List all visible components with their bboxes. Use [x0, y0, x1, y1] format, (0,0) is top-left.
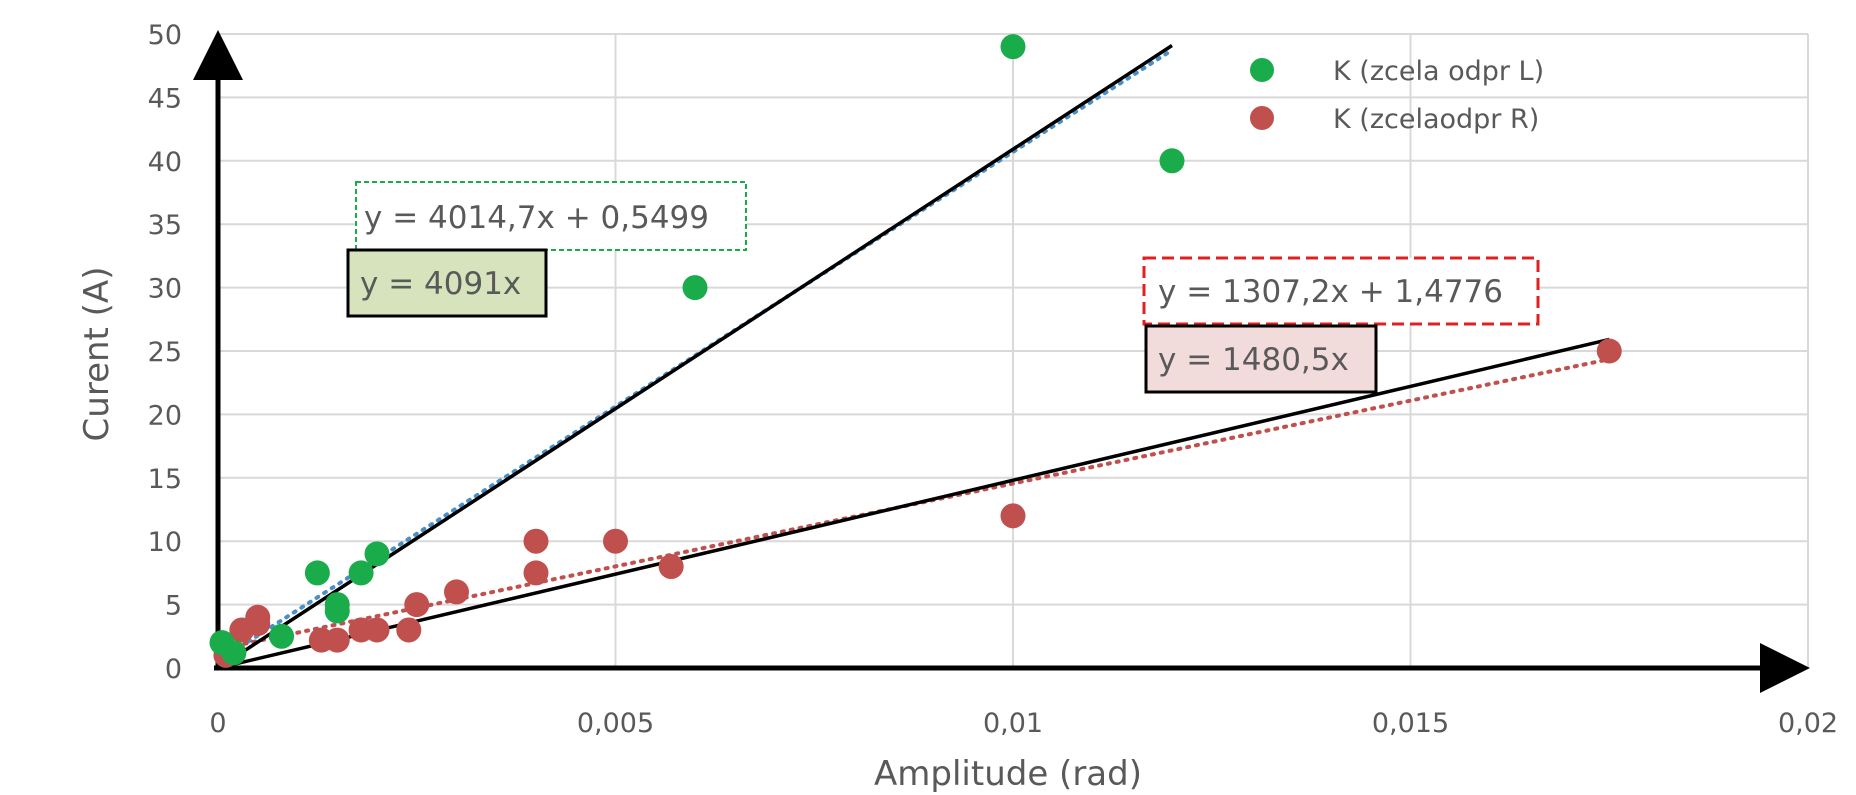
y-tick-label: 35 [148, 210, 182, 241]
x-axis-title: Amplitude (rad) [874, 754, 1142, 794]
y-tick-label: 20 [148, 400, 182, 431]
x-tick-label: 0,01 [983, 708, 1043, 739]
trendlines [216, 44, 1612, 670]
equation-r-zero-text: y = 1480,5x [1158, 342, 1349, 378]
data-point-r [245, 611, 271, 637]
data-point-r [523, 528, 549, 554]
equation-l-zero: y = 4091x [346, 248, 548, 318]
y-tick-label: 25 [148, 337, 182, 368]
legend-label-l: K (zcela odpr L) [1333, 56, 1544, 87]
data-point-r [1000, 503, 1026, 529]
data-point-r [324, 627, 350, 653]
data-point-r [523, 560, 549, 586]
data-point-r [444, 579, 469, 605]
x-tick-label: 0,02 [1778, 708, 1838, 739]
data-point-l [682, 275, 708, 301]
y-tick-label: 0 [165, 654, 182, 685]
equation-l-zero-text: y = 4091x [360, 266, 521, 302]
equation-r-zero: y = 1480,5x [1144, 324, 1378, 394]
data-point-l [364, 541, 390, 567]
legend-label-r: K (zcelaodpr R) [1333, 104, 1539, 135]
legend-marker-r [1250, 106, 1274, 130]
x-tick-label: 0 [209, 708, 226, 739]
data-point-l [348, 560, 374, 586]
equation-l-fit-text: y = 4014,7x + 0,5499 [364, 200, 709, 236]
trendline-solid-r [217, 337, 1610, 670]
data-point-l [304, 560, 330, 586]
y-tick-label: 10 [148, 527, 182, 558]
data-point-l [324, 592, 350, 618]
legend: K (zcela odpr L) K (zcelaodpr R) [1250, 56, 1544, 135]
data-point-r [396, 617, 422, 643]
data-point-r [658, 554, 684, 580]
y-axis-title: Curent (A) [77, 267, 117, 442]
y-tick-label: 40 [148, 147, 182, 178]
equation-l-fit: y = 4014,7x + 0,5499 [355, 181, 747, 251]
x-tick-label: 0,005 [577, 708, 654, 739]
y-tick-label: 30 [148, 274, 182, 305]
equation-r-fit-text: y = 1307,2x + 1,4776 [1158, 274, 1503, 310]
data-point-l [221, 640, 247, 666]
y-tick-label: 45 [148, 83, 182, 114]
data-point-l [1159, 148, 1185, 174]
y-tick-label: 5 [165, 591, 182, 622]
legend-marker-l [1250, 58, 1274, 82]
data-point-r [1596, 338, 1622, 364]
gridlines [218, 33, 1809, 668]
y-tick-label: 50 [148, 20, 182, 51]
data-point-r [364, 617, 390, 643]
x-tick-label: 0,015 [1372, 708, 1449, 739]
data-point-r [404, 592, 430, 618]
data-points [209, 34, 1622, 668]
data-point-l [269, 623, 295, 649]
data-point-l [1000, 34, 1026, 60]
data-point-r [603, 528, 628, 554]
tick-labels: 0 5 10 15 20 25 30 35 40 45 50 0 0,005 0,01 0,015 0,02 [148, 20, 1838, 739]
equation-r-fit: y = 1307,2x + 1,4776 [1142, 256, 1540, 326]
y-tick-label: 15 [148, 464, 182, 495]
